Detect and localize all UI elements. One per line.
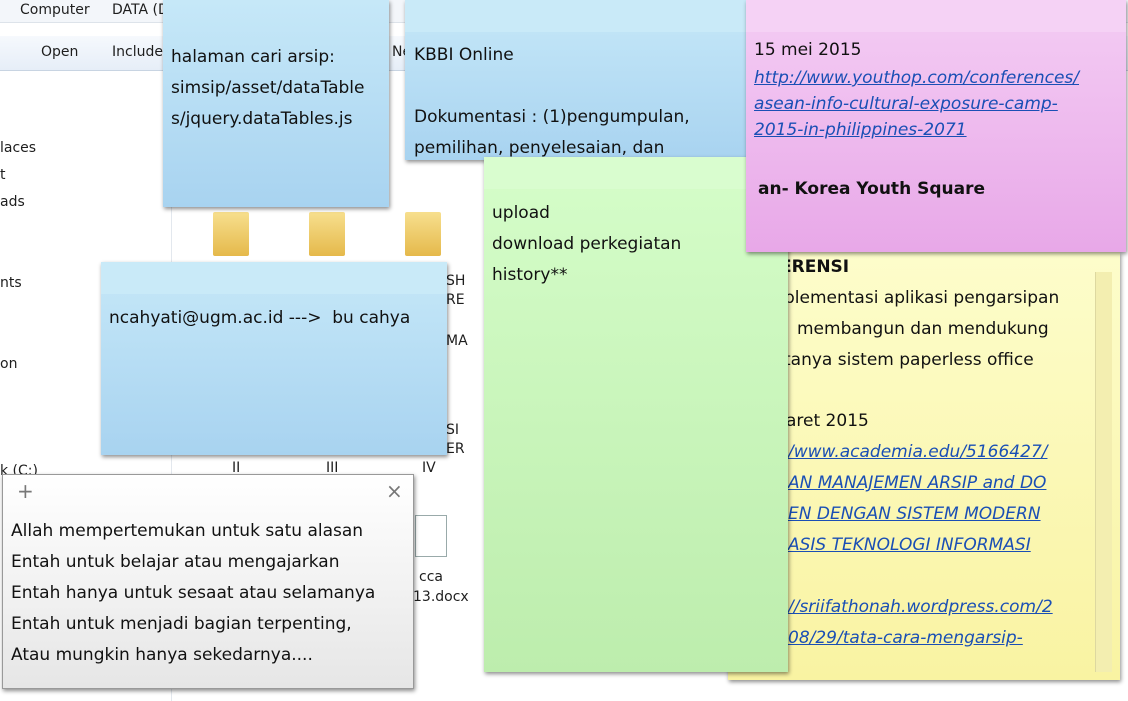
file-label[interactable]: 13.docx <box>413 589 469 605</box>
note-header <box>405 0 760 32</box>
note-line: s/jquery.dataTables.js <box>171 109 353 129</box>
sticky-note[interactable]: 15 mei 2015 http://www.youthop.com/confe… <box>746 0 1126 252</box>
note-line: an- Korea Youth Square <box>758 179 985 199</box>
note-link[interactable]: EN DENGAN SISTEM MODERN <box>788 504 1041 524</box>
note-header <box>484 157 788 189</box>
note-line: KBBI Online <box>414 45 514 65</box>
note-link[interactable]: 2015-in-philippines-2071 <box>754 120 967 140</box>
nav-item[interactable]: on <box>0 356 18 372</box>
nav-item[interactable]: ads <box>0 194 25 210</box>
file-label[interactable]: SH <box>446 273 466 289</box>
note-header <box>746 0 1126 32</box>
close-note-button[interactable]: × <box>386 479 403 503</box>
nav-item[interactable]: t <box>0 167 6 183</box>
note-line: pemilihan, penyelesaian, dan <box>414 138 665 158</box>
note-line: 15 mei 2015 <box>754 40 862 60</box>
breadcrumb[interactable]: Computer <box>20 2 90 18</box>
toolbar-button[interactable]: Open <box>41 44 79 60</box>
folder-icon[interactable] <box>309 212 345 256</box>
note-line: Entah untuk belajar atau mengajarkan <box>11 552 340 572</box>
sticky-note[interactable]: upload download perkegiatan history** <box>484 157 788 672</box>
note-line: Dokumentasi : (1)pengumpulan, <box>414 107 690 127</box>
doc-icon[interactable] <box>415 515 447 557</box>
folder-icon[interactable] <box>213 212 249 256</box>
note-line: plementasi aplikasi pengarsipan <box>784 288 1060 308</box>
file-label[interactable]: SI <box>446 422 460 438</box>
sticky-note[interactable]: ncahyati@ugm.ac.id ---> bu cahya <box>101 262 447 455</box>
sticky-note[interactable]: + × Allah mempertemukan untuk satu alasa… <box>2 474 414 689</box>
add-note-button[interactable]: + <box>17 479 34 503</box>
file-label[interactable]: MA <box>446 333 468 349</box>
note-line: upload <box>492 203 550 223</box>
file-label[interactable]: IV <box>422 460 436 476</box>
note-link[interactable]: asean-info-cultural-exposure-camp- <box>754 94 1058 114</box>
note-line: Entah hanya untuk sesaat atau selamanya <box>11 583 376 603</box>
file-label[interactable]: cca <box>419 569 443 585</box>
note-link[interactable]: http://www.youthop.com/conferences/ <box>754 68 1079 88</box>
note-line: ncahyati@ugm.ac.id ---> bu cahya <box>109 308 411 328</box>
note-line: aret 2015 <box>786 411 869 431</box>
file-label[interactable]: III <box>326 460 339 476</box>
file-label[interactable]: ER <box>446 441 465 457</box>
note-line: Atau mungkin hanya sekedarnya.... <box>11 645 313 665</box>
file-label[interactable]: II <box>232 460 241 476</box>
note-line: halaman cari arsip: <box>171 47 335 67</box>
file-label[interactable]: RE <box>446 292 465 308</box>
note-line: history** <box>492 265 568 285</box>
note-line: membangun dan mendukung <box>797 319 1049 339</box>
note-link[interactable]: AN MANAJEMEN ARSIP and DO <box>788 473 1047 493</box>
note-line: Allah mempertemukan untuk satu alasan <box>11 521 364 541</box>
toolbar-button[interactable]: Include <box>112 44 163 60</box>
sticky-note[interactable]: halaman cari arsip: simsip/asset/dataTab… <box>163 0 389 207</box>
note-line: Entah untuk menjadi bagian terpenting, <box>11 614 352 634</box>
note-link[interactable]: ASIS TEKNOLOGI INFORMASI <box>788 535 1031 555</box>
folder-icon[interactable] <box>405 212 441 256</box>
note-link[interactable]: //sriifathonah.wordpress.com/2 <box>788 597 1053 617</box>
breadcrumb[interactable]: DATA (D <box>112 2 169 18</box>
note-line: tanya sistem paperless office <box>784 350 1034 370</box>
note-link[interactable]: 08/29/tata-cara-mengarsip- <box>788 628 1023 648</box>
note-link[interactable]: /www.academia.edu/5166427/ <box>788 442 1048 462</box>
sticky-note[interactable]: KBBI Online Dokumentasi : (1)pengumpulan… <box>405 0 760 160</box>
note-line: download perkegiatan <box>492 234 682 254</box>
sticky-note[interactable]: ERENSI plementasi aplikasi pengarsipan m… <box>728 252 1120 680</box>
note-header <box>101 262 447 294</box>
nav-item[interactable]: nts <box>0 275 22 291</box>
nav-item[interactable]: laces <box>0 140 37 156</box>
scrollbar <box>1095 272 1112 672</box>
note-line: ERENSI <box>780 257 850 277</box>
note-line: simsip/asset/dataTable <box>171 78 365 98</box>
